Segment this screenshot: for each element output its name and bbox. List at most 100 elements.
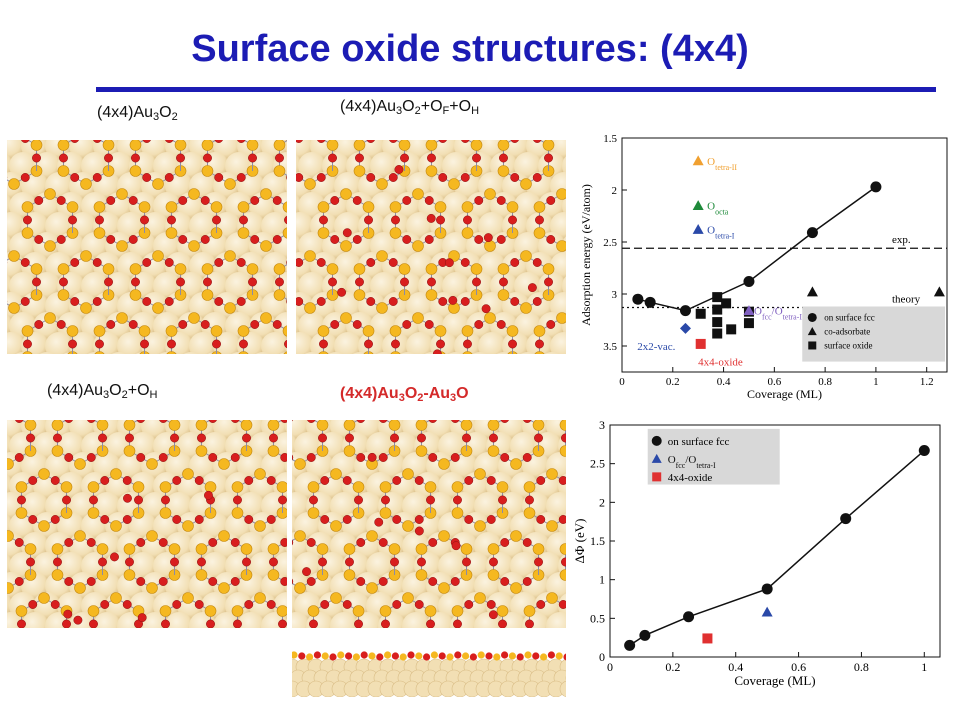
top-au-atom <box>237 227 250 239</box>
oxygen-atom <box>158 577 168 586</box>
x-axis-label: Coverage (ML) <box>734 673 815 688</box>
side-surface-atom <box>501 651 509 659</box>
oxygen-atom <box>230 577 240 586</box>
circle-marker <box>632 293 644 305</box>
oxygen-atom <box>244 515 254 524</box>
top-au-atom <box>129 140 142 151</box>
top-au-atom <box>434 201 447 213</box>
top-au-atom <box>8 302 20 314</box>
triangle-marker <box>806 286 818 297</box>
top-au-atom <box>376 250 388 262</box>
top-au-atom <box>389 227 402 239</box>
oxygen-atom <box>461 140 470 143</box>
oxygen-atom <box>316 173 326 182</box>
oxygen-atom <box>64 577 74 586</box>
title-underline <box>96 87 936 92</box>
top-au-atom <box>460 420 473 431</box>
top-au-atom <box>402 520 414 532</box>
side-surface-atom <box>555 652 563 660</box>
y-tick-label: 0 <box>599 650 605 664</box>
top-au-atom <box>22 351 33 354</box>
oxygen-atom <box>546 196 556 205</box>
side-surface-atom <box>485 652 493 660</box>
oxygen-atom <box>178 320 188 329</box>
top-au-atom <box>204 481 217 493</box>
oxygen-atom <box>64 420 73 423</box>
au-atom <box>400 352 416 354</box>
oxygen-atom <box>231 420 240 423</box>
circle-marker <box>651 435 662 446</box>
x-tick-label: 0.6 <box>791 660 806 674</box>
top-au-atom <box>195 420 208 431</box>
au-atom <box>562 156 566 176</box>
y-tick-label: 2.5 <box>603 237 617 249</box>
oxygen-atom <box>200 196 210 205</box>
extra-oxygen-atom <box>444 258 454 268</box>
top-au-atom <box>24 420 37 431</box>
top-au-atom <box>276 507 287 519</box>
side-surface-atom <box>540 653 548 661</box>
oxygen-atom <box>428 420 437 423</box>
top-au-atom <box>66 201 79 213</box>
top-au-atom <box>129 289 142 301</box>
top-au-atom <box>425 140 438 151</box>
oxygen-atom <box>269 433 278 443</box>
oxygen-atom <box>534 433 543 443</box>
au-atom <box>304 352 320 354</box>
oxygen-atom <box>474 320 484 329</box>
top-au-atom <box>559 420 566 431</box>
oxygen-atom <box>158 538 168 547</box>
top-au-atom <box>474 468 486 480</box>
top-au-atom <box>96 543 109 555</box>
top-au-atom <box>231 481 244 493</box>
side-surface-atom <box>368 652 376 660</box>
oxygen-atom <box>460 173 470 182</box>
top-au-atom <box>546 592 558 604</box>
top-au-atom <box>317 325 330 337</box>
side-surface-atom <box>415 652 423 660</box>
work-function-chart: 0 0.2 0.4 0.6 0.8 1 0 0.5 1 1.5 2 2.5 3 Coverage (ML)… <box>572 418 941 688</box>
top-au-atom <box>246 140 259 151</box>
top-au-atom <box>460 543 473 555</box>
top-au-atom <box>352 605 365 617</box>
oxygen-atom <box>381 495 390 505</box>
oxygen-atom <box>388 258 398 267</box>
extra-oxygen-atom <box>527 283 537 293</box>
top-au-atom <box>110 520 122 532</box>
oxygen-atom <box>100 600 110 609</box>
extra-oxygen-atom <box>414 526 424 536</box>
top-au-atom <box>389 325 402 337</box>
oxygen-atom <box>436 215 445 225</box>
oxygen-atom <box>364 339 373 349</box>
structure-image-b <box>296 140 566 354</box>
legend-label: co-adsorbate <box>824 326 870 336</box>
top-au-atom <box>353 263 366 275</box>
extra-oxygen-atom <box>123 493 132 503</box>
triangle-marker <box>651 453 662 463</box>
oxygen-atom <box>14 453 24 462</box>
triangle-marker <box>692 200 704 210</box>
oxygen-atom <box>414 476 424 485</box>
square-marker <box>712 317 723 328</box>
oxygen-atom <box>342 600 352 609</box>
oxygen-atom <box>70 173 80 182</box>
oxygen-atom <box>462 433 471 443</box>
square-marker <box>726 324 737 335</box>
au-atom <box>213 332 241 354</box>
oxygen-atom <box>558 476 566 485</box>
oxygen-atom <box>200 235 210 244</box>
circle-marker <box>644 296 656 308</box>
oxygen-atom <box>56 320 66 329</box>
oxygen-atom <box>436 339 445 349</box>
oxygen-atom <box>496 196 506 205</box>
oxygen-atom <box>122 600 132 609</box>
oxygen-atom <box>438 173 448 182</box>
top-au-atom <box>273 140 286 151</box>
y-tick-label: 2 <box>599 495 605 509</box>
top-au-atom <box>182 468 194 480</box>
oxygen-atom <box>250 320 260 329</box>
square-marker <box>808 341 817 350</box>
oxygen-atom <box>561 557 566 567</box>
y-tick-label: 1.5 <box>590 534 605 548</box>
top-au-atom <box>195 445 208 457</box>
